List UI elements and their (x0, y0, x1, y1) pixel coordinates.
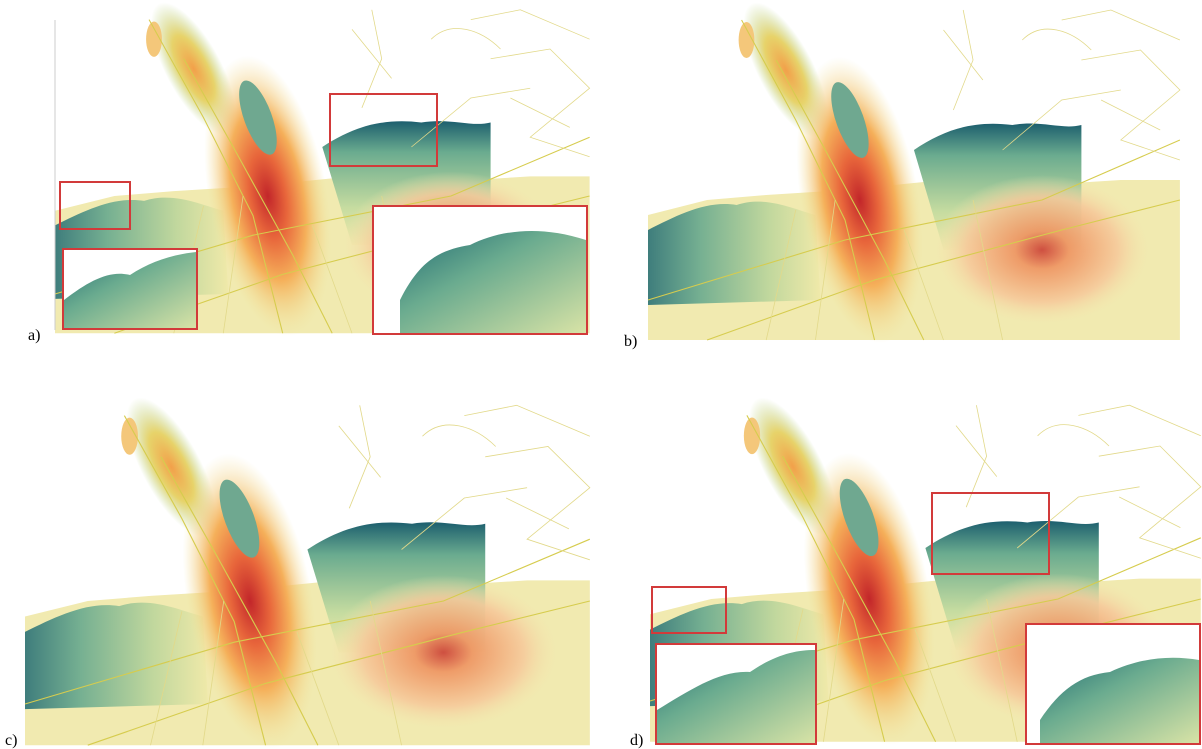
panel-label: d) (630, 732, 643, 749)
panel-label: c) (5, 732, 17, 749)
panel-c: c) (5, 385, 590, 749)
panel-d: d) (630, 385, 1201, 749)
page: {"panels": [{"label": "a)"}, {"label": "… (0, 0, 1202, 749)
panel-a: a) (28, 0, 590, 346)
panel-b: b) (624, 0, 1180, 353)
panel-label: a) (28, 327, 40, 344)
figure: a) b) c) d) (0, 0, 1202, 749)
panel-label: b) (624, 333, 637, 350)
